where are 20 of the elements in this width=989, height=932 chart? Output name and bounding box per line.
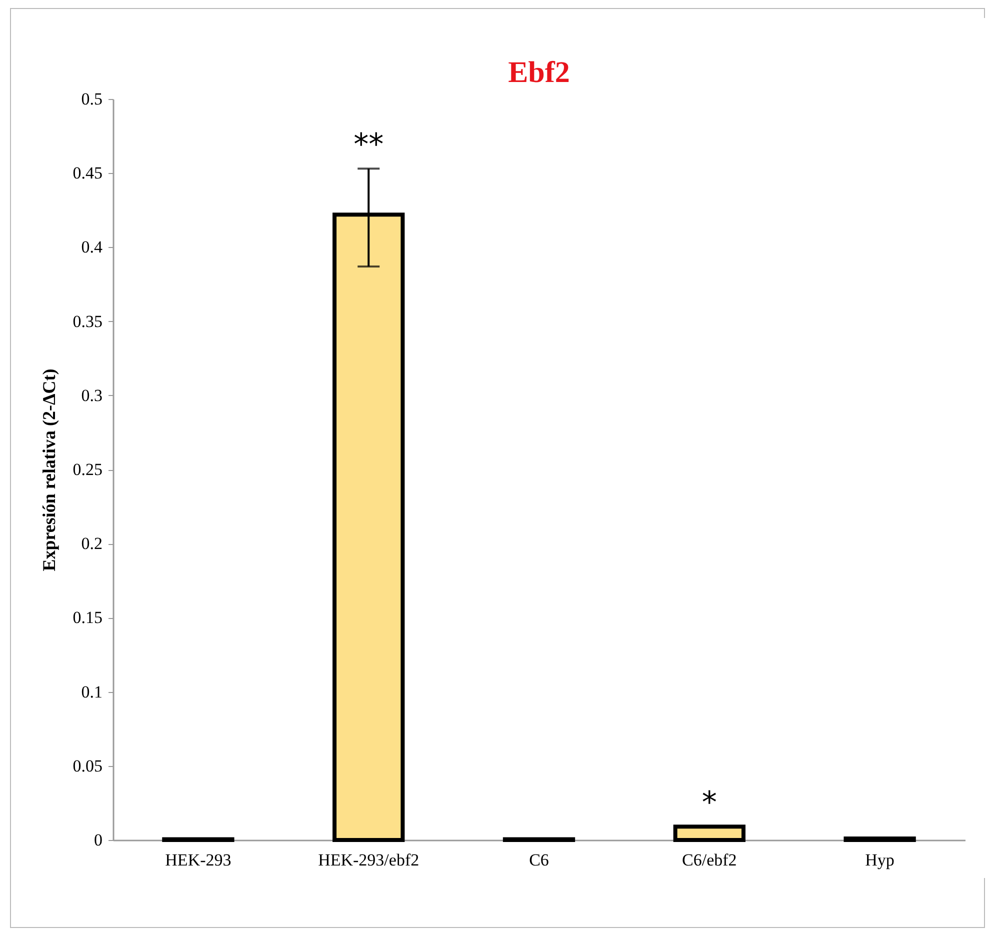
y-tick-label: 0.25 bbox=[72, 460, 102, 479]
annotation: ** bbox=[354, 128, 384, 163]
x-tick-label: HEK-293/ebf2 bbox=[318, 850, 420, 870]
y-tick-label: 0.3 bbox=[81, 386, 102, 405]
x-tick-label: HEK-293 bbox=[165, 850, 232, 870]
chart-title: Ebf2 bbox=[508, 56, 570, 89]
y-tick-label: 0.4 bbox=[81, 238, 103, 257]
x-tick-label: C6 bbox=[529, 850, 549, 870]
x-tick-label: C6/ebf2 bbox=[682, 850, 737, 870]
y-tick-label: 0.5 bbox=[81, 90, 102, 108]
y-axis-title: Expresión relativa (2-ΔCt) bbox=[38, 368, 59, 572]
y-tick-label: 0.05 bbox=[72, 756, 102, 776]
y-tick-label: 0 bbox=[94, 830, 102, 850]
x-tick-label: Hyp bbox=[865, 850, 894, 870]
y-tick-label: 0.45 bbox=[72, 164, 102, 183]
annotation: * bbox=[702, 786, 717, 821]
y-tick-label: 0.35 bbox=[72, 312, 102, 331]
y-tick-label: 0.1 bbox=[81, 682, 102, 702]
y-tick-label: 0.2 bbox=[81, 534, 102, 554]
y-tick-label: 0.15 bbox=[72, 608, 102, 628]
